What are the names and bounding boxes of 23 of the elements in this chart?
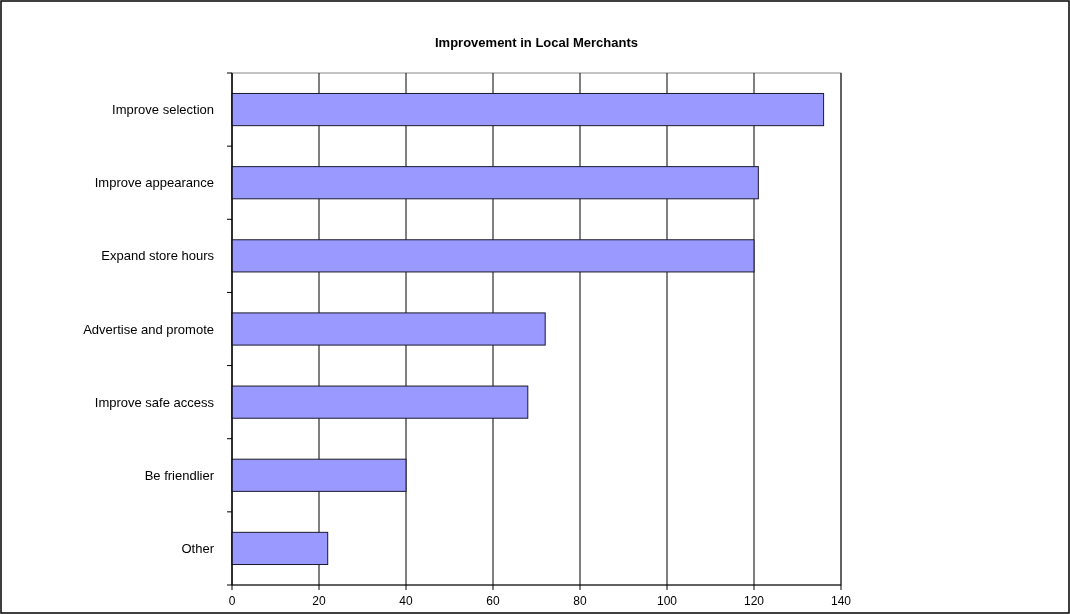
bar — [231, 312, 546, 346]
y-tick-label: Advertise and promote — [83, 321, 214, 337]
y-tick-label: Improve selection — [112, 102, 214, 118]
y-tick-label: Improve safe access — [94, 394, 215, 410]
bar — [231, 92, 825, 127]
y-tick-label: Expand store hours — [101, 248, 215, 264]
bar — [231, 166, 759, 200]
y-tick-label: Other — [181, 540, 215, 556]
bar — [231, 239, 755, 273]
x-tick-label: 140 — [830, 594, 852, 608]
x-tick-label: 60 — [486, 594, 500, 608]
bar — [231, 531, 329, 566]
bar — [231, 385, 529, 419]
x-tick-label: 80 — [573, 594, 587, 608]
x-tick-label: 20 — [312, 594, 326, 608]
bar — [231, 458, 407, 492]
x-tick-label: 40 — [399, 594, 413, 608]
y-tick-label: Improve appearance — [94, 175, 214, 191]
x-tick-label: 100 — [656, 594, 678, 608]
y-tick-label: Be friendlier — [144, 467, 215, 483]
chart-title: Improvement in Local Merchants — [435, 35, 638, 50]
x-tick-label: 120 — [743, 594, 765, 608]
x-tick-label: 0 — [228, 594, 236, 608]
